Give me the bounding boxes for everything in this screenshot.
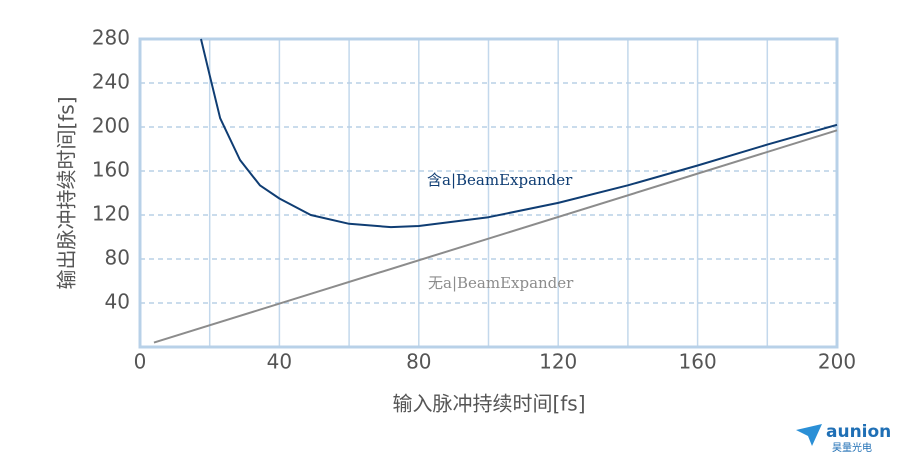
y-tick-label: 80 bbox=[105, 246, 130, 270]
x-tick-label: 200 bbox=[818, 350, 856, 374]
logo: aunion 昊量光电 bbox=[796, 422, 891, 454]
plot-frame bbox=[138, 37, 839, 349]
y-axis-label: 输出脉冲持续时间[fs] bbox=[55, 96, 79, 289]
x-tick-label: 160 bbox=[679, 350, 717, 374]
series-label: 无a|BeamExpander bbox=[428, 274, 574, 292]
y-tick-label: 240 bbox=[92, 70, 130, 94]
logo-subtitle: 昊量光电 bbox=[832, 441, 872, 454]
y-tick-label: 120 bbox=[92, 202, 130, 226]
x-axis-label: 输入脉冲持续时间[fs] bbox=[392, 392, 585, 416]
series-label: 含a|BeamExpander bbox=[427, 171, 573, 189]
x-tick-label: 40 bbox=[267, 350, 292, 374]
series-line bbox=[200, 38, 838, 229]
logo-icon bbox=[796, 424, 822, 446]
logo-brand: aunion bbox=[826, 422, 891, 442]
series-line bbox=[153, 129, 838, 344]
x-tick-label: 80 bbox=[406, 350, 431, 374]
x-tick-label: 0 bbox=[134, 350, 147, 374]
y-tick-label: 160 bbox=[92, 158, 130, 182]
x-tick-label: 120 bbox=[539, 350, 577, 374]
y-tick-label: 280 bbox=[92, 26, 130, 50]
y-tick-label: 200 bbox=[92, 114, 130, 138]
y-tick-label: 40 bbox=[105, 290, 130, 314]
